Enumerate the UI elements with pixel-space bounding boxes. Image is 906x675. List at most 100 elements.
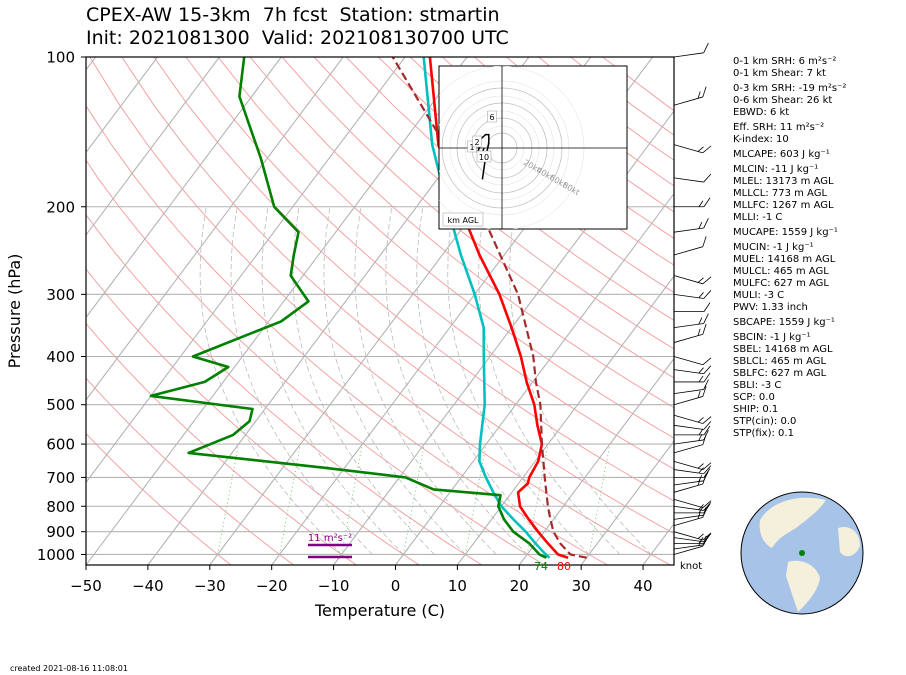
- wind-barb-flag: [703, 372, 711, 383]
- stat-line: PWV: 1.33 inch: [733, 302, 808, 313]
- isotherm: [86, 57, 158, 154]
- wind-barb-half: [697, 146, 704, 152]
- surface-dewpoint-label: 74: [534, 560, 548, 573]
- stat-line: 0-1 km Shear: 7 kt: [733, 68, 826, 79]
- wind-barb-flag: [703, 421, 712, 430]
- wind-barb: [674, 468, 711, 478]
- isotherm: [518, 357, 674, 565]
- wind-barb-half: [698, 367, 704, 374]
- dry-adiabat: [409, 57, 674, 266]
- stat-line: STP(fix): 0.1: [733, 428, 794, 439]
- x-tick-label: −50: [70, 577, 102, 595]
- wind-barb: [673, 533, 712, 543]
- wind-barb-flag: [702, 500, 712, 508]
- dry-adiabat: [86, 268, 420, 565]
- wind-barb-half: [697, 463, 704, 469]
- wind-barb-flag: [703, 302, 711, 312]
- mixing-ratio-line: [464, 444, 487, 555]
- wind-barb-flag: [702, 434, 707, 445]
- wind-barb: [673, 173, 712, 183]
- dry-adiabat: [249, 57, 674, 409]
- y-tick-label: 200: [46, 198, 75, 216]
- y-tick-label: 700: [46, 469, 75, 487]
- wind-barb-shaft: [673, 96, 703, 106]
- wind-barb-shaft: [673, 424, 704, 430]
- dry-adiabat: [86, 377, 294, 565]
- moist-adiabat: [292, 206, 435, 555]
- stat-line: EBWD: 6 kt: [733, 107, 790, 118]
- moist-adiabat: [385, 206, 528, 555]
- moist-adiabat: [199, 206, 342, 555]
- wind-barb-flag: [703, 42, 709, 53]
- stat-line: SBCAPE: 1559 J kg⁻¹: [733, 317, 835, 328]
- stat-line: STP(cin): 0.0: [733, 416, 797, 427]
- moist-adiabat: [478, 206, 621, 555]
- x-tick-label: −30: [194, 577, 226, 595]
- wind-barb-flag: [703, 425, 711, 436]
- wind-barb: [673, 42, 709, 58]
- hodograph-height-box: [472, 135, 482, 148]
- y-tick-label: 100: [46, 49, 75, 67]
- hodograph-height-box: [487, 110, 497, 123]
- x-tick-label: −10: [318, 577, 350, 595]
- y-axis-label: Pressure (hPa): [5, 254, 24, 369]
- stat-line: SBLFC: 627 m AGL: [733, 368, 827, 379]
- wind-barb-shaft: [673, 389, 704, 395]
- location-globe: [740, 491, 864, 615]
- stat-line: 0-3 km SRH: -19 m²s⁻²: [733, 83, 847, 94]
- stat-line: MLLI: -1 C: [733, 212, 783, 223]
- wind-barb-shaft: [673, 514, 704, 520]
- wind-barb-flag: [702, 462, 712, 470]
- hodograph-frame: [438, 65, 628, 230]
- wind-barb-flag: [702, 323, 707, 335]
- wind-barb-flag: [703, 365, 712, 375]
- stat-line: MLLCL: 773 m AGL: [733, 188, 828, 199]
- hodograph-legend-box: [442, 212, 484, 227]
- dry-adiabat: [86, 105, 608, 565]
- wind-barb-flag: [702, 236, 707, 247]
- wind-barb-half: [698, 375, 704, 383]
- y-tick-label: 800: [46, 498, 75, 516]
- wind-barb-flag: [703, 197, 711, 207]
- wind-barb-flag: [702, 386, 707, 397]
- wind-barb-shaft: [673, 469, 704, 475]
- wind-barb: [674, 302, 711, 313]
- wind-barb: [673, 421, 712, 430]
- stat-line: SBLI: -3 C: [733, 380, 782, 391]
- profile-line-1: [422, 57, 551, 559]
- wind-barb: [674, 197, 711, 208]
- x-tick-label: −20: [256, 577, 288, 595]
- wind-barb: [673, 430, 709, 445]
- hodograph-height-box: [476, 150, 492, 163]
- moist-adiabat: [447, 206, 590, 555]
- stat-line: MLLFC: 1267 m AGL: [733, 200, 834, 211]
- wind-barb-shaft: [673, 483, 703, 493]
- wind-barb: [673, 275, 712, 285]
- isotherm: [86, 57, 344, 401]
- wind-barb-shaft: [673, 396, 703, 406]
- wind-barb-half: [698, 428, 704, 436]
- wind-barb-flag: [703, 218, 709, 229]
- wind-barb: [673, 499, 712, 509]
- x-tick-label: 20: [510, 577, 529, 595]
- y-tick-label: 500: [46, 396, 75, 414]
- wind-barb-half: [698, 222, 703, 229]
- wind-barb-half: [697, 533, 704, 539]
- stat-line: MULI: -3 C: [733, 290, 785, 301]
- dry-adiabat: [313, 57, 674, 350]
- wind-barb-flag: [703, 173, 712, 183]
- wind-barb: [673, 379, 709, 395]
- wind-barb-flag: [702, 357, 712, 366]
- wind-barb-half: [698, 200, 704, 207]
- dry-adiabat: [153, 57, 674, 502]
- isotherm: [86, 57, 406, 484]
- dry-adiabat: [345, 57, 674, 322]
- stats-panel: 0-1 km SRH: 6 m²s⁻² 0-1 km Shear: 7 kt 0-3…: [733, 56, 903, 440]
- wind-barb: [673, 365, 712, 375]
- wind-barb-shaft: [673, 52, 704, 58]
- hodograph-height-label: 6: [489, 113, 494, 122]
- stat-line: K-index: 10: [733, 134, 789, 145]
- isotherm: [580, 440, 674, 565]
